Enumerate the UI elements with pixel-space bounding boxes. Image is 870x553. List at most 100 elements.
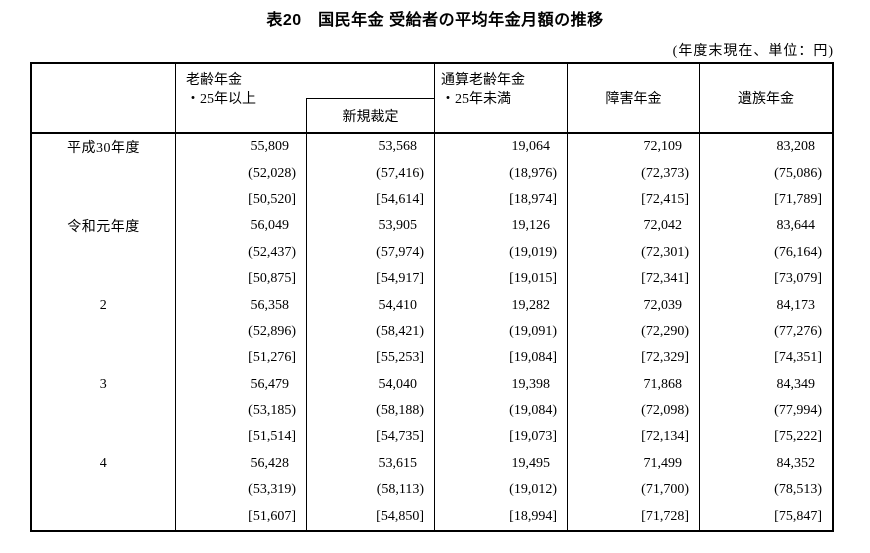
combined-old-age-header: 通算老齢年金 ・25年未満 <box>435 64 568 132</box>
table-row: [51,607] [54,850] [18,994] [71,728] [75,847] <box>32 503 832 530</box>
value-cell: 72,039 <box>568 292 700 319</box>
value-cell: 83,644 <box>776 218 816 234</box>
value-cell: (52,028) <box>176 160 307 187</box>
value-cell: [72,329] <box>568 345 700 372</box>
year-cell <box>32 318 176 346</box>
value-cell: (58,113) <box>307 477 435 504</box>
value-cell: 54,040 <box>307 371 435 398</box>
value-cell: (72,301) <box>568 239 700 266</box>
value-cell: [19,073] <box>435 424 568 451</box>
value-cell: (72,290) <box>568 318 700 346</box>
value-cell: (75,086) <box>774 165 822 181</box>
value-cell: [72,134] <box>568 424 700 451</box>
value-cell: 56,428 <box>176 450 307 478</box>
value-cell: (72,373) <box>568 160 700 187</box>
value-cell: [19,084] <box>435 345 568 372</box>
year-cell <box>32 265 176 293</box>
value-cell: 19,495 <box>435 450 568 478</box>
value-cell: [54,614] <box>307 186 435 214</box>
value-cell: 72,042 <box>568 213 700 240</box>
table-header: 老齢年金 ・25年以上 新規裁定 通算老齢年金 ・25年未満 障害年金 遺族年金 <box>32 64 832 134</box>
value-cell: (77,276) <box>774 323 822 339</box>
year-cell <box>32 186 176 214</box>
value-cell: [54,850] <box>307 503 435 530</box>
year-cell <box>32 239 176 266</box>
header-line: ・25年以上 <box>186 92 256 107</box>
table-row: (52,896) (58,421) (19,091) (72,290) (77,276) <box>32 318 832 346</box>
table-body: 平成30年度 55,809 53,568 19,064 72,109 83,208 (52,… <box>32 134 832 530</box>
value-cell: 71,868 <box>568 371 700 398</box>
value-cell: [54,735] <box>307 424 435 451</box>
value-cell: 56,049 <box>176 213 307 240</box>
table-row: [51,514] [54,735] [19,073] [72,134] [75,222] <box>32 424 832 451</box>
value-cell: (58,188) <box>307 397 435 425</box>
value-cell: 56,479 <box>176 371 307 398</box>
value-cell: 84,349 <box>776 376 816 392</box>
year-cell <box>32 503 176 530</box>
table-row: [51,276] [55,253] [19,084] [72,329] [74,351] <box>32 345 832 372</box>
value-cell: (53,319) <box>176 477 307 504</box>
value-cell: 56,358 <box>176 292 307 319</box>
value-cell: (19,012) <box>435 477 568 504</box>
value-cell: 19,064 <box>435 134 568 161</box>
year-cell: 平成30年度 <box>32 134 176 161</box>
survivor-pension-header: 遺族年金 <box>700 64 832 132</box>
table-row: (52,028) (57,416) (18,976) (72,373) (75,086) <box>32 160 832 187</box>
header-line: ・25年未満 <box>441 92 511 107</box>
value-cell: 19,398 <box>435 371 568 398</box>
value-cell: [50,520] <box>176 186 307 214</box>
header-line: 遺族年金 <box>738 92 794 107</box>
year-cell: 4 <box>32 450 176 478</box>
page-title: 表20 国民年金 受給者の平均年金月額の推移 <box>266 12 604 29</box>
value-cell: (58,421) <box>307 318 435 346</box>
header-line: 新規裁定 <box>342 109 399 125</box>
year-cell <box>32 345 176 372</box>
year-cell <box>32 160 176 187</box>
value-cell: 53,568 <box>307 134 435 161</box>
value-cell: [74,351] <box>774 350 822 366</box>
value-cell: 84,173 <box>776 297 816 313</box>
value-cell: [51,514] <box>176 424 307 451</box>
value-cell: (52,437) <box>176 239 307 266</box>
table-row: 平成30年度 55,809 53,568 19,064 72,109 83,208 <box>32 134 832 161</box>
value-cell: 53,615 <box>307 450 435 478</box>
table-row: 令和元年度 56,049 53,905 19,126 72,042 83,644 <box>32 213 832 240</box>
value-cell: [18,994] <box>435 503 568 530</box>
header-line: 障害年金 <box>605 92 662 107</box>
value-cell: [55,253] <box>307 345 435 372</box>
disability-pension-header: 障害年金 <box>568 64 700 132</box>
new-award-subheader: 新規裁定 <box>306 98 434 132</box>
value-cell: 19,282 <box>435 292 568 319</box>
table-row: 3 56,479 54,040 19,398 71,868 84,349 <box>32 371 832 398</box>
table-row: [50,520] [54,614] [18,974] [72,415] [71,789] <box>32 186 832 214</box>
value-cell: [75,222] <box>774 429 822 445</box>
year-cell <box>32 477 176 504</box>
header-line: 老齢年金 <box>186 73 242 88</box>
table-row: [50,875] [54,917] [19,015] [72,341] [73,079] <box>32 265 832 293</box>
header-line: 通算老齢年金 <box>441 73 525 88</box>
table-row: (52,437) (57,974) (19,019) (72,301) (76,164) <box>32 239 832 266</box>
unit-note: (年度末現在、単位：円) <box>672 44 834 59</box>
value-cell: 55,809 <box>176 134 307 161</box>
table-row: 4 56,428 53,615 19,495 71,499 84,352 <box>32 450 832 478</box>
year-cell <box>32 397 176 425</box>
year-cell <box>32 424 176 451</box>
value-cell: [19,015] <box>435 265 568 293</box>
value-cell: [51,607] <box>176 503 307 530</box>
value-cell: (52,896) <box>176 318 307 346</box>
value-cell: (57,416) <box>307 160 435 187</box>
value-cell: 19,126 <box>435 213 568 240</box>
value-cell: (19,084) <box>435 397 568 425</box>
value-cell: (77,994) <box>774 403 822 419</box>
value-cell: [72,415] <box>568 186 700 214</box>
value-cell: (18,976) <box>435 160 568 187</box>
value-cell: (78,513) <box>774 482 822 498</box>
value-cell: 71,499 <box>568 450 700 478</box>
value-cell: 54,410 <box>307 292 435 319</box>
value-cell: 72,109 <box>568 134 700 161</box>
year-cell: 令和元年度 <box>32 213 176 240</box>
value-cell: [72,341] <box>568 265 700 293</box>
value-cell: [71,728] <box>568 503 700 530</box>
year-column-header <box>32 64 176 132</box>
year-cell: 3 <box>32 371 176 398</box>
